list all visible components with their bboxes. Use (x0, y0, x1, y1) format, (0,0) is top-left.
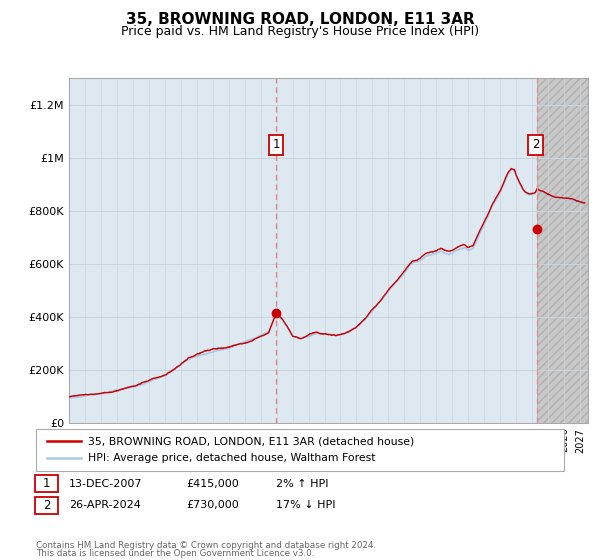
Text: Contains HM Land Registry data © Crown copyright and database right 2024.: Contains HM Land Registry data © Crown c… (36, 541, 376, 550)
Text: This data is licensed under the Open Government Licence v3.0.: This data is licensed under the Open Gov… (36, 549, 314, 558)
Text: HPI: Average price, detached house, Waltham Forest: HPI: Average price, detached house, Walt… (88, 453, 376, 463)
Text: 17% ↓ HPI: 17% ↓ HPI (276, 500, 335, 510)
Text: 2% ↑ HPI: 2% ↑ HPI (276, 479, 329, 489)
Text: 1: 1 (272, 138, 280, 151)
Text: 2: 2 (532, 138, 539, 151)
Text: 2: 2 (43, 498, 50, 512)
Text: £730,000: £730,000 (186, 500, 239, 510)
Bar (537, 78, 588, 423)
Text: 26-APR-2024: 26-APR-2024 (69, 500, 141, 510)
Text: 35, BROWNING ROAD, LONDON, E11 3AR (detached house): 35, BROWNING ROAD, LONDON, E11 3AR (deta… (88, 436, 415, 446)
Bar (537, 78, 588, 423)
Text: 35, BROWNING ROAD, LONDON, E11 3AR: 35, BROWNING ROAD, LONDON, E11 3AR (125, 12, 475, 27)
Text: 13-DEC-2007: 13-DEC-2007 (69, 479, 143, 489)
Text: Price paid vs. HM Land Registry's House Price Index (HPI): Price paid vs. HM Land Registry's House … (121, 25, 479, 38)
Text: £415,000: £415,000 (186, 479, 239, 489)
Text: 1: 1 (43, 477, 50, 491)
